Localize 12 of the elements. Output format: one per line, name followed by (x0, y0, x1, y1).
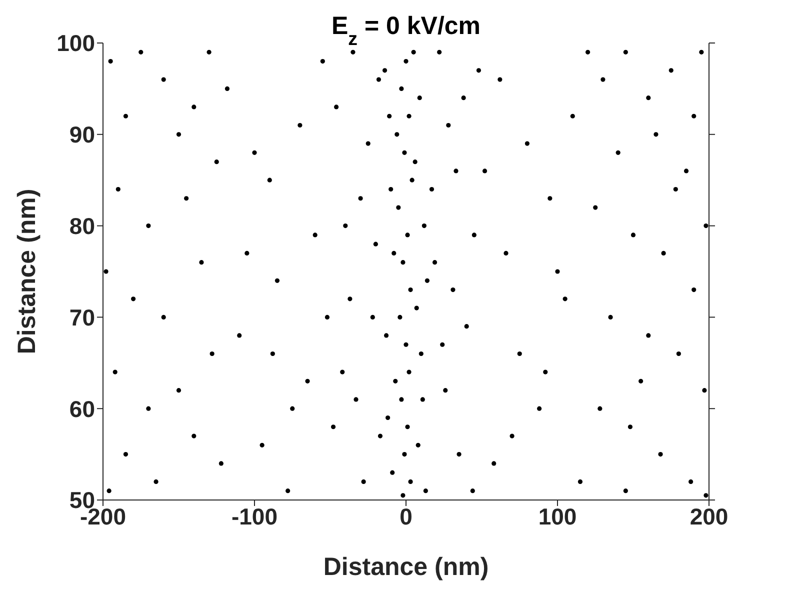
y-tick-label: 70 (69, 304, 95, 330)
chart-title: E$_{z}$ = 0 kV/cm (331, 12, 481, 48)
y-tick-label: 100 (56, 30, 95, 56)
x-tick-label: 0 (400, 503, 412, 530)
x-tick-label: 100 (538, 503, 577, 530)
x-axis-title: Distance (nm) (323, 553, 489, 581)
x-tick-label: -100 (231, 503, 278, 530)
y-tick-label: 90 (69, 122, 95, 148)
y-axis-title: Distance (nm) (13, 188, 41, 354)
y-tick-label: 80 (69, 212, 95, 239)
y-tick-label: 60 (69, 396, 95, 422)
x-tick-label: 200 (690, 503, 728, 530)
